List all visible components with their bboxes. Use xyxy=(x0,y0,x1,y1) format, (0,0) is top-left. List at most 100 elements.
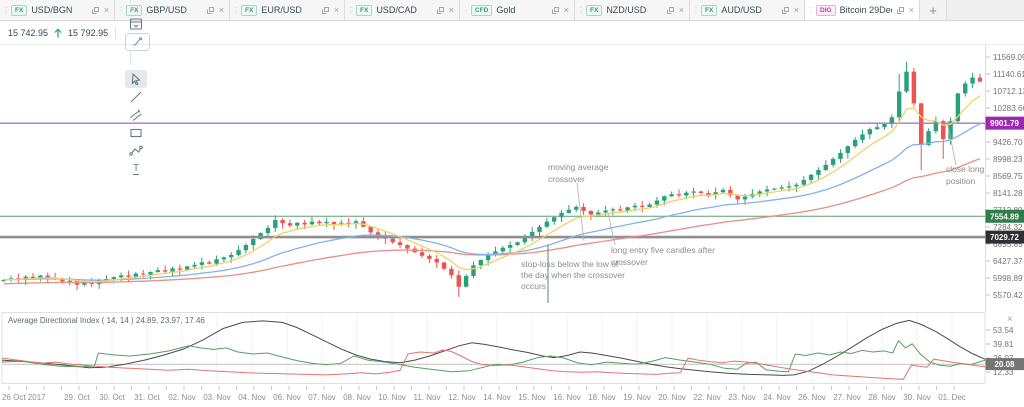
tab-popout-icon[interactable] xyxy=(206,6,215,15)
tab-gold[interactable]: ⋮ CFD Gold × xyxy=(460,0,575,20)
date-label: 04. Nov xyxy=(238,393,266,402)
tab-close-icon[interactable]: × xyxy=(563,4,569,15)
candle-body xyxy=(199,262,205,265)
adx-panel-frame xyxy=(1,312,986,384)
price-chart[interactable]: moving average crossover long entry five c… xyxy=(0,45,1024,312)
tab-close-icon[interactable]: × xyxy=(103,4,109,15)
date-label: 14. Nov xyxy=(483,393,511,402)
tab-label: Bitcoin 29Dec17 xyxy=(839,5,892,15)
candle-body xyxy=(919,103,924,146)
tab-drag-handle[interactable]: ⋮ xyxy=(117,5,125,15)
candle-body xyxy=(471,265,476,276)
candle-body xyxy=(45,275,50,278)
instrument-type-badge: CFD xyxy=(471,4,493,16)
rectangle-tool-button[interactable] xyxy=(125,124,147,142)
date-label: 08. Nov xyxy=(343,393,371,402)
moving-average-fast xyxy=(3,95,981,283)
tab-popout-icon[interactable] xyxy=(666,6,675,15)
price-axis-bg xyxy=(985,45,1024,312)
tab-drag-handle[interactable]: ⋮ xyxy=(577,5,585,15)
candle-body xyxy=(162,270,168,272)
date-label: 30. Nov xyxy=(903,393,931,402)
tab-nzd-usd[interactable]: ⋮ FX NZD/USD × xyxy=(575,0,690,20)
tab-eur-usd[interactable]: ⋮ FX EUR/USD × xyxy=(230,0,345,20)
tab-popout-icon[interactable] xyxy=(551,6,560,15)
instrument-tabbar: ⋮ FX USD/BGN × ⋮ FX GBP/USD × ⋮ FX EUR/USD × ⋮ FX USD/… xyxy=(0,0,1024,21)
tab-popout-icon[interactable] xyxy=(896,6,905,15)
candle-body xyxy=(207,262,212,264)
tab-drag-handle[interactable]: ⋮ xyxy=(807,5,815,15)
annotation-close-long: close long xyxy=(946,164,985,174)
layout-panel-button[interactable] xyxy=(125,15,147,33)
candle-body xyxy=(111,277,116,279)
channel-tool-button[interactable] xyxy=(125,106,147,124)
tab-close-icon[interactable]: × xyxy=(678,4,684,15)
price-axis-label: 10283.66 xyxy=(993,104,1024,113)
price-axis-label: 11569.09 xyxy=(993,53,1024,62)
line-tool-button[interactable] xyxy=(125,88,147,106)
tab-close-icon[interactable]: × xyxy=(908,4,914,15)
date-label: 07. Nov xyxy=(308,393,336,402)
candle-body xyxy=(581,206,586,211)
tab-usd-cad[interactable]: ⋮ FX USD/CAD × xyxy=(345,0,460,20)
tab-aud-usd[interactable]: ⋮ FX AUD/USD × xyxy=(690,0,805,20)
date-label: 10. Nov xyxy=(378,393,406,402)
price-axis-label: 9426.70 xyxy=(993,138,1023,147)
date-label: 23. Nov xyxy=(728,393,756,402)
tab-drag-handle[interactable]: ⋮ xyxy=(347,5,355,15)
candle-body xyxy=(441,262,447,269)
adx-close-icon[interactable]: × xyxy=(1007,314,1013,325)
candle-body xyxy=(192,264,197,267)
date-label: 26 Oct 2017 xyxy=(2,393,46,402)
tab-drag-handle[interactable]: ⋮ xyxy=(462,5,470,15)
add-instrument-tab-button[interactable]: + xyxy=(920,0,947,20)
candle-body xyxy=(368,226,373,233)
candle-body xyxy=(221,257,227,260)
cursor-tool-button[interactable] xyxy=(125,70,148,88)
tab-drag-handle[interactable]: ⋮ xyxy=(692,5,700,15)
tab-drag-handle[interactable]: ⋮ xyxy=(2,5,10,15)
candle-body xyxy=(610,209,616,211)
price-line-badge-value: 7554.89 xyxy=(990,212,1019,221)
candle-body xyxy=(669,194,674,197)
ask-price: 15 792.95 xyxy=(68,27,109,38)
candle-body xyxy=(397,242,403,246)
annotation-long-entry: crossover xyxy=(611,257,648,267)
tab-close-icon[interactable]: × xyxy=(218,4,224,15)
price-axis-label: 6855.85 xyxy=(993,240,1023,249)
chart-snapshot-button[interactable] xyxy=(125,33,151,51)
candle-body xyxy=(713,192,718,195)
candle-body xyxy=(118,275,124,278)
candle-body xyxy=(816,170,821,175)
text-tool-button[interactable]: T xyxy=(125,160,147,178)
date-label: 01. Dec xyxy=(938,393,966,402)
adx-indicator-panel[interactable]: Average Directional Index ( 14, 14 ) 24.… xyxy=(0,312,1024,386)
candle-body xyxy=(331,222,337,225)
tab-popout-icon[interactable] xyxy=(436,6,445,15)
tab-gbp-usd[interactable]: ⋮ FX GBP/USD × xyxy=(115,0,230,20)
tab-close-icon[interactable]: × xyxy=(333,4,339,15)
panel-layout-icon xyxy=(130,18,143,30)
tab-close-icon[interactable]: × xyxy=(793,4,799,15)
tab-popout-icon[interactable] xyxy=(781,6,790,15)
pattern-tool-button[interactable] xyxy=(125,142,147,160)
tab-drag-handle[interactable]: ⋮ xyxy=(232,5,240,15)
candle-body xyxy=(632,205,638,208)
candle-body xyxy=(845,146,850,153)
date-label: 02. Nov xyxy=(168,393,196,402)
adx-axis-label: 53.54 xyxy=(993,326,1014,335)
date-label: 16. Nov xyxy=(553,393,581,402)
price-axis-label: 6427.37 xyxy=(993,257,1023,266)
candle-body xyxy=(302,222,307,225)
candle-body xyxy=(647,204,652,207)
annotation-long-entry: long entry five candles after xyxy=(611,245,715,255)
candle-body xyxy=(977,77,983,82)
candle-body xyxy=(823,164,828,171)
tab-close-icon[interactable]: × xyxy=(448,4,454,15)
candle-body xyxy=(720,189,726,193)
tab-usd-bgn[interactable]: ⋮ FX USD/BGN × xyxy=(0,0,115,20)
tab-popout-icon[interactable] xyxy=(91,6,100,15)
candle-body xyxy=(317,221,322,224)
tab-popout-icon[interactable] xyxy=(321,6,330,15)
